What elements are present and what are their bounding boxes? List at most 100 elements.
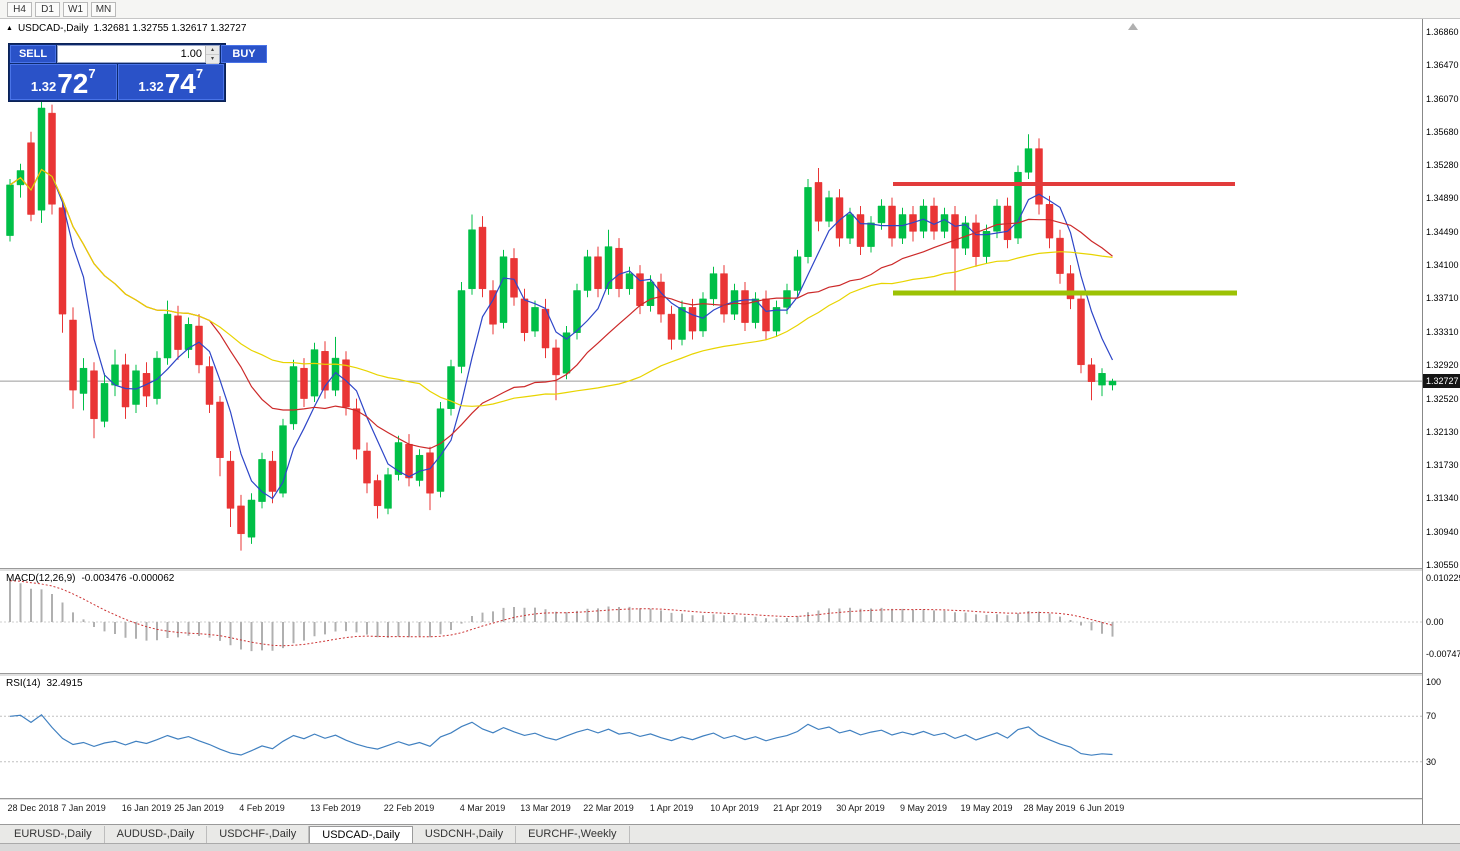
macd-axis-label: -0.007472	[1426, 649, 1460, 659]
volume-up-icon[interactable]: ▴	[206, 46, 219, 55]
sell-button[interactable]: SELL	[10, 45, 56, 63]
date-label: 22 Feb 2019	[383, 803, 435, 813]
timeframe-button-mn[interactable]: MN	[91, 1, 116, 17]
volume-spinner: ▴ ▾	[205, 46, 219, 64]
tab-usdchf-daily[interactable]: USDCHF-,Daily	[207, 826, 310, 843]
autoscroll-marker-icon[interactable]	[1128, 23, 1138, 30]
date-label: 28 Dec 2018	[7, 803, 59, 813]
price-axis-label: 1.31730	[1426, 460, 1459, 470]
tab-usdcnh-daily[interactable]: USDCNH-,Daily	[413, 826, 517, 843]
price-axis-label: 1.34890	[1426, 193, 1459, 203]
price-axis-label: 1.36470	[1426, 60, 1459, 70]
date-label: 7 Jan 2019	[61, 803, 106, 813]
timeframe-button-d1[interactable]: D1	[35, 1, 60, 17]
rsi-value: 32.4915	[46, 678, 83, 689]
buy-price-main: 74	[164, 68, 196, 99]
date-label: 1 Apr 2019	[649, 803, 694, 813]
tab-usdcad-daily[interactable]: USDCAD-,Daily	[309, 826, 413, 843]
buy-price-prefix: 1.32	[138, 79, 164, 94]
price-axis-label: 1.33710	[1426, 293, 1459, 303]
price-axis-label: 1.32520	[1426, 394, 1459, 404]
rsi-name: RSI(14)	[6, 678, 41, 689]
timeframe-toolbar: H4 D1 W1 MN	[0, 0, 1460, 19]
price-axis-label: 1.35680	[1426, 127, 1459, 137]
date-label: 4 Mar 2019	[459, 803, 506, 813]
timeframe-button-w1[interactable]: W1	[63, 1, 88, 17]
macd-indicator-label: MACD(12,26,9) -0.003476 -0.000062	[6, 573, 174, 584]
macd-signal-line	[9, 580, 1113, 647]
price-axis-label: 1.34100	[1426, 260, 1459, 270]
chart-symbol-label: USDCAD-,Daily	[17, 23, 89, 34]
macd-axis-label: 0.010229	[1426, 573, 1460, 583]
rsi-axis-label: 70	[1426, 711, 1437, 721]
buy-price-display[interactable]: 1.32 74 7	[117, 64, 224, 100]
tab-audusd-daily[interactable]: AUDUSD-,Daily	[105, 826, 208, 843]
chart-ohlc-values: 1.32681 1.32755 1.32617 1.32727	[93, 23, 247, 34]
date-label: 13 Feb 2019	[310, 803, 361, 813]
horizontal-scrollbar[interactable]	[0, 843, 1460, 851]
date-label: 28 May 2019	[1023, 803, 1076, 813]
volume-down-icon[interactable]: ▾	[206, 55, 219, 64]
date-label: 25 Jan 2019	[174, 803, 224, 813]
macd-axis-label: 0.00	[1426, 617, 1444, 627]
sell-price-pipette: 7	[88, 66, 96, 81]
collapse-triangle-icon[interactable]: ▲	[6, 25, 13, 32]
moving-average-20	[9, 168, 1113, 450]
date-label: 21 Apr 2019	[773, 803, 822, 813]
macd-histogram	[9, 578, 1114, 652]
price-chart[interactable]	[0, 19, 1422, 568]
rsi-axis-label: 100	[1426, 677, 1442, 687]
buy-button[interactable]: BUY	[221, 45, 267, 63]
tab-eurusd-daily[interactable]: EURUSD-,Daily	[2, 826, 105, 843]
volume-input[interactable]	[58, 46, 205, 62]
volume-box: ▴ ▾	[57, 45, 220, 64]
date-label: 19 May 2019	[960, 803, 1013, 813]
current-price-badge: 1.32727	[1423, 374, 1460, 388]
date-axis[interactable]: 28 Dec 2018 7 Jan 2019 16 Jan 2019 25 Jan 2…	[0, 800, 1422, 824]
one-click-trading-panel: SELL ▴ ▾ BUY 1.32 72 7 1.32	[8, 43, 267, 102]
price-axis-label: 1.36860	[1426, 27, 1459, 37]
chart-title: ▲ USDCAD-,Daily 1.32681 1.32755 1.32617 …	[6, 23, 246, 34]
price-axis-label: 1.32130	[1426, 427, 1459, 437]
price-axis-label: 1.36070	[1426, 94, 1459, 104]
date-label: 30 Apr 2019	[836, 803, 885, 813]
moving-average-5	[9, 168, 1114, 500]
date-label: 9 May 2019	[899, 803, 948, 813]
macd-pane[interactable]	[0, 571, 1422, 673]
price-axis-label: 1.33310	[1426, 327, 1459, 337]
price-axis-label: 1.30550	[1426, 560, 1459, 570]
date-label: 6 Jun 2019	[1079, 803, 1125, 813]
rsi-axis-label: 30	[1426, 757, 1437, 767]
price-axis-label: 1.31340	[1426, 493, 1459, 503]
date-label: 10 Apr 2019	[710, 803, 759, 813]
price-axis-label: 1.30940	[1426, 527, 1459, 537]
pane-separator	[0, 798, 1422, 800]
date-label: 22 Mar 2019	[583, 803, 634, 813]
buy-price-pipette: 7	[195, 66, 204, 81]
date-label: 13 Mar 2019	[520, 803, 571, 813]
bull-candle-bodies	[6, 107, 1117, 538]
bear-candle-bodies	[27, 112, 1096, 535]
sell-price-display[interactable]: 1.32 72 7	[10, 64, 117, 100]
date-label: 16 Jan 2019	[121, 803, 172, 813]
chart-tabs-bar: EURUSD-,Daily AUDUSD-,Daily USDCHF-,Daily U…	[0, 824, 1460, 843]
chart-window[interactable]: 28 Dec 2018 7 Jan 2019 16 Jan 2019 25 Jan 2…	[0, 19, 1422, 824]
sell-price-main: 72	[57, 68, 89, 99]
price-axis-label: 1.32920	[1426, 360, 1459, 370]
date-label: 4 Feb 2019	[239, 803, 285, 813]
moving-average-40	[9, 168, 1113, 407]
price-axis[interactable]: 1.36860 1.36470 1.36070 1.35680 1.35280 1.348…	[1422, 19, 1460, 824]
macd-values: -0.003476 -0.000062	[81, 573, 175, 584]
price-axis-label: 1.34490	[1426, 227, 1459, 237]
pane-separator[interactable]	[0, 568, 1422, 571]
price-axis-label: 1.35280	[1426, 160, 1459, 170]
pane-separator[interactable]	[0, 673, 1422, 676]
rsi-line	[9, 713, 1113, 756]
rsi-pane[interactable]	[0, 676, 1422, 798]
tab-eurchf-weekly[interactable]: EURCHF-,Weekly	[516, 826, 630, 843]
timeframe-button-h4[interactable]: H4	[7, 1, 32, 17]
rsi-indicator-label: RSI(14) 32.4915	[6, 678, 83, 689]
sell-price-prefix: 1.32	[30, 79, 57, 94]
macd-name: MACD(12,26,9)	[6, 573, 76, 584]
